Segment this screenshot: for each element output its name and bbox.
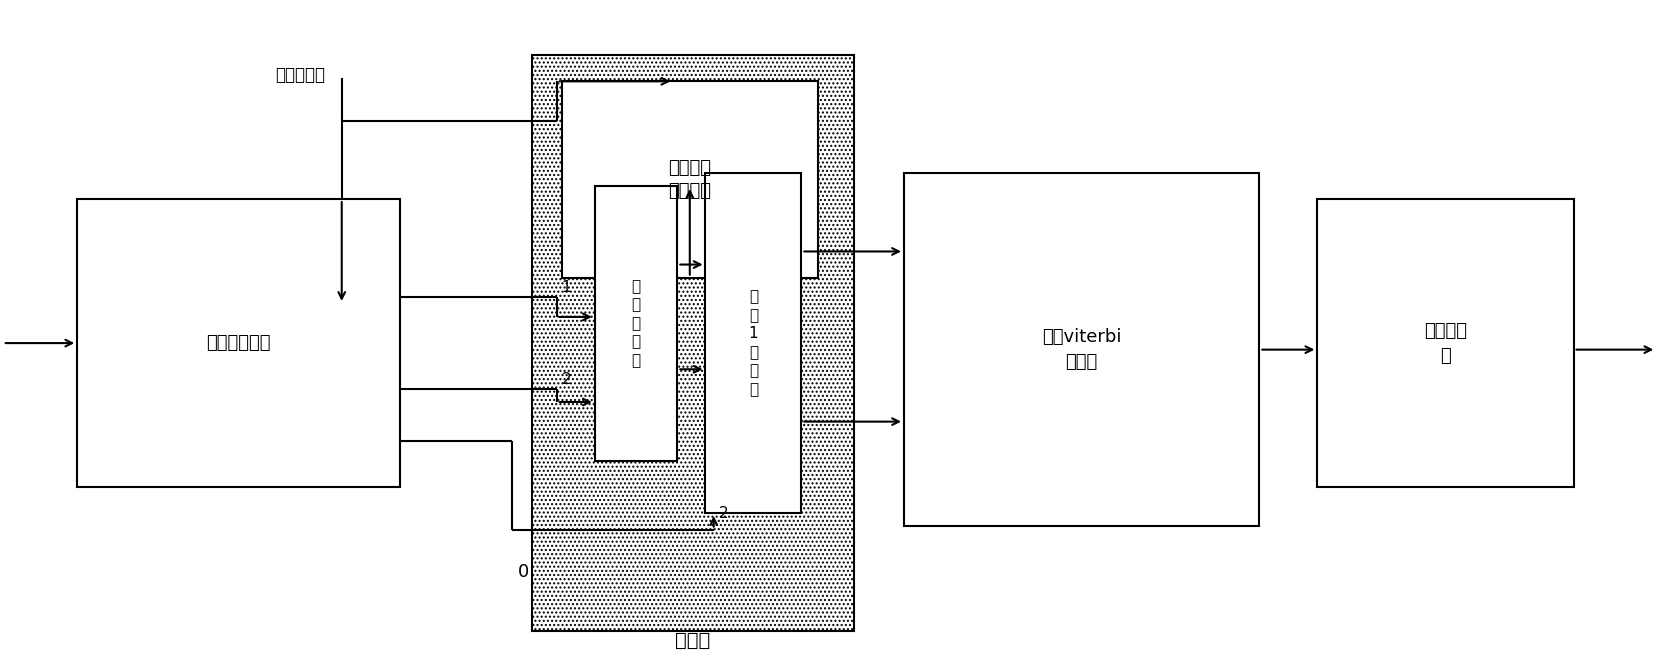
Bar: [78, 199, 400, 487]
Bar: [562, 81, 818, 278]
Bar: [705, 173, 801, 513]
Text: 读使能信号: 读使能信号: [275, 66, 325, 84]
Text: 并行解交织器: 并行解交织器: [206, 334, 270, 352]
Bar: [594, 186, 677, 461]
Text: 插零器: 插零器: [675, 632, 710, 650]
Bar: [1317, 199, 1573, 487]
Text: 并串变换
器: 并串变换 器: [1423, 321, 1467, 364]
Bar: [533, 55, 854, 631]
Text: 第
二
1
选
择
器: 第 二 1 选 择 器: [748, 289, 758, 397]
Text: 2: 2: [562, 372, 571, 387]
Bar: [904, 173, 1259, 526]
Text: 第
一
迟
延
器: 第 一 迟 延 器: [632, 279, 640, 368]
Text: 0: 0: [518, 563, 529, 581]
Text: 1: 1: [562, 280, 571, 295]
Text: 读使能信
号发生器: 读使能信 号发生器: [669, 158, 712, 200]
Text: 2: 2: [718, 506, 728, 521]
Text: 并行viterbi
译码器: 并行viterbi 译码器: [1042, 328, 1121, 371]
